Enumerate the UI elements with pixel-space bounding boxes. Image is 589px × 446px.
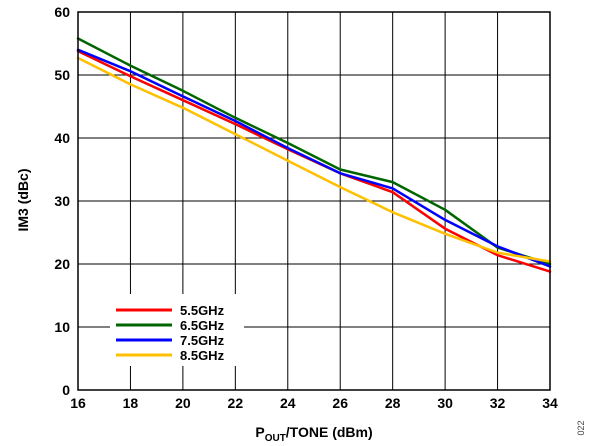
- legend-label: 6.5GHz: [180, 318, 225, 333]
- series-line-6.5GHz: [76, 37, 552, 266]
- x-axis-label: POUT/TONE (dBm): [255, 424, 372, 444]
- x-tick-label: 32: [490, 395, 506, 411]
- legend-label: 5.5GHz: [180, 303, 225, 318]
- y-tick-label: 0: [62, 382, 70, 398]
- x-tick-label: 34: [542, 395, 558, 411]
- series-line-8.5GHz: [76, 56, 552, 263]
- y-tick-label: 40: [54, 130, 70, 146]
- x-tick-label: 18: [123, 395, 139, 411]
- y-axis-label: IM3 (dBc): [15, 169, 31, 232]
- y-tick-label: 50: [54, 67, 70, 83]
- x-tick-label: 16: [70, 395, 86, 411]
- y-tick-label: 10: [54, 319, 70, 335]
- series-layer: [76, 37, 552, 273]
- y-tick-label: 20: [54, 256, 70, 272]
- x-tick-label: 22: [228, 395, 244, 411]
- x-axis-label-main: P: [255, 424, 264, 440]
- x-axis-label-sub: OUT: [265, 433, 286, 444]
- x-tick-label: 20: [175, 395, 191, 411]
- y-tick-label: 60: [54, 4, 70, 20]
- x-tick-label: 30: [437, 395, 453, 411]
- x-tick-label: 24: [280, 395, 296, 411]
- legend-label: 8.5GHz: [180, 348, 225, 363]
- tick-labels: 16 18 20 22 24 26 28 30 32 34 0 10 20 30 40 50 60: [54, 4, 558, 411]
- figure-id: 022: [576, 420, 586, 435]
- x-tick-label: 26: [332, 395, 348, 411]
- series-line-7.5GHz: [76, 48, 552, 268]
- legend-label: 7.5GHz: [180, 333, 225, 348]
- x-tick-label: 28: [385, 395, 401, 411]
- y-tick-label: 30: [54, 193, 70, 209]
- plot-frame: [77, 11, 551, 391]
- x-axis-label-rest: /TONE (dBm): [286, 424, 373, 440]
